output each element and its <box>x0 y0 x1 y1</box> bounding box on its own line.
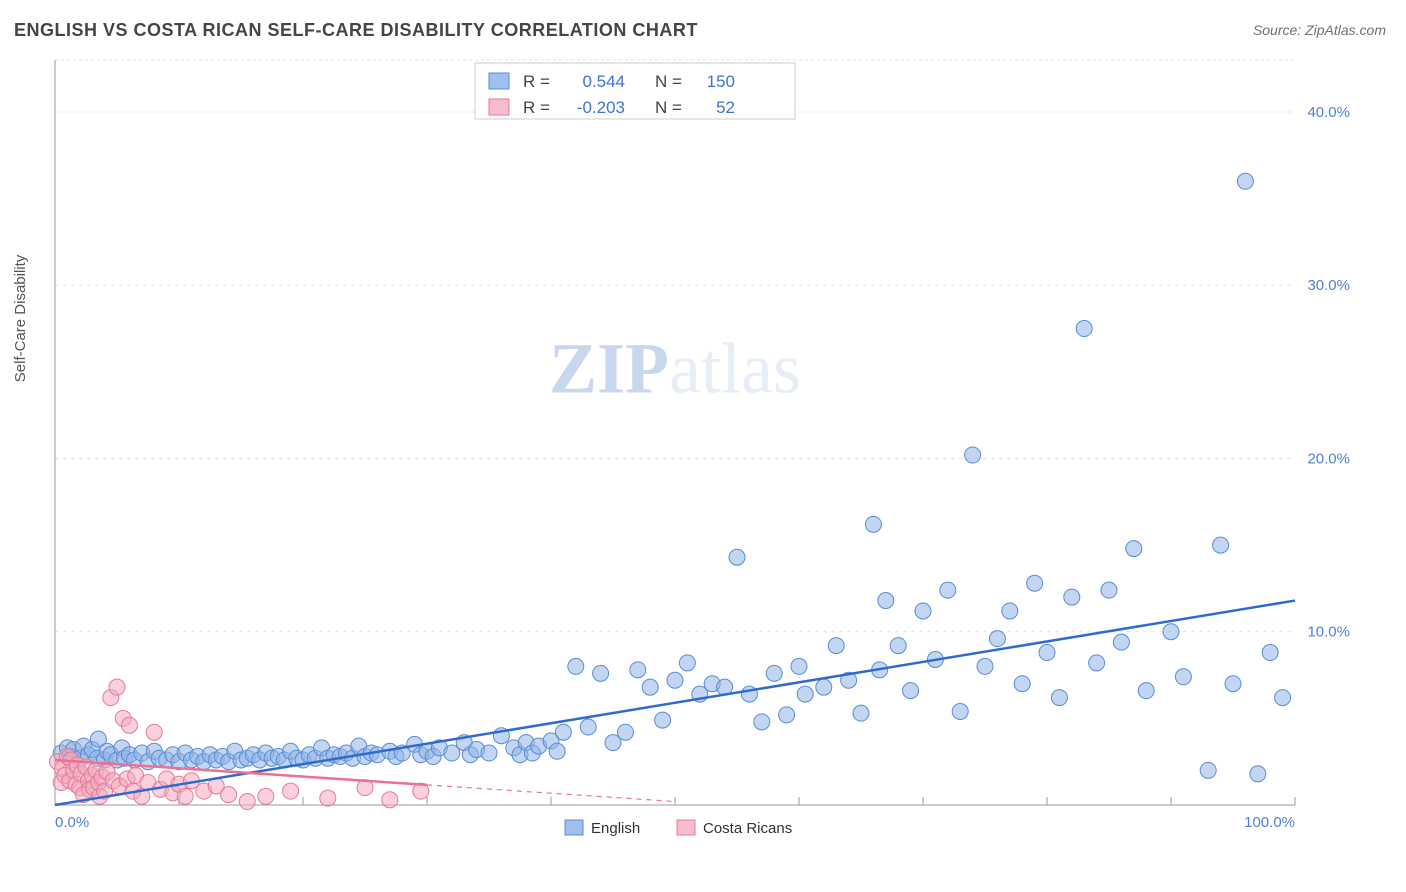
svg-text:0.544: 0.544 <box>582 72 625 91</box>
svg-text:100.0%: 100.0% <box>1244 814 1295 831</box>
svg-text:20.0%: 20.0% <box>1307 450 1350 467</box>
svg-text:N =: N = <box>655 98 682 117</box>
svg-text:English: English <box>591 820 640 837</box>
svg-text:-0.203: -0.203 <box>577 98 625 117</box>
chart-title: ENGLISH VS COSTA RICAN SELF-CARE DISABIL… <box>14 20 698 41</box>
correlation-scatter-chart: 10.0% 20.0% 30.0% 40.0% 0.0% 100.0% ZIPatlas R … <box>45 55 1365 845</box>
svg-text:R =: R = <box>523 98 550 117</box>
source-attribution: Source: ZipAtlas.com <box>1253 22 1386 38</box>
svg-text:N =: N = <box>655 72 682 91</box>
svg-text:150: 150 <box>707 72 735 91</box>
svg-text:10.0%: 10.0% <box>1307 624 1350 641</box>
y-axis-label: Self-Care Disability <box>12 255 29 383</box>
svg-text:52: 52 <box>716 98 735 117</box>
svg-text:Costa Ricans: Costa Ricans <box>703 820 792 837</box>
svg-text:40.0%: 40.0% <box>1307 104 1350 121</box>
svg-text:30.0%: 30.0% <box>1307 277 1350 294</box>
svg-text:0.0%: 0.0% <box>55 814 89 831</box>
svg-text:R =: R = <box>523 72 550 91</box>
svg-text:ZIPatlas: ZIPatlas <box>549 329 801 409</box>
